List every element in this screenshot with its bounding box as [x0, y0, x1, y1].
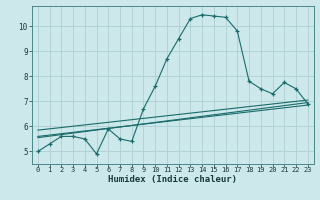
X-axis label: Humidex (Indice chaleur): Humidex (Indice chaleur) — [108, 175, 237, 184]
